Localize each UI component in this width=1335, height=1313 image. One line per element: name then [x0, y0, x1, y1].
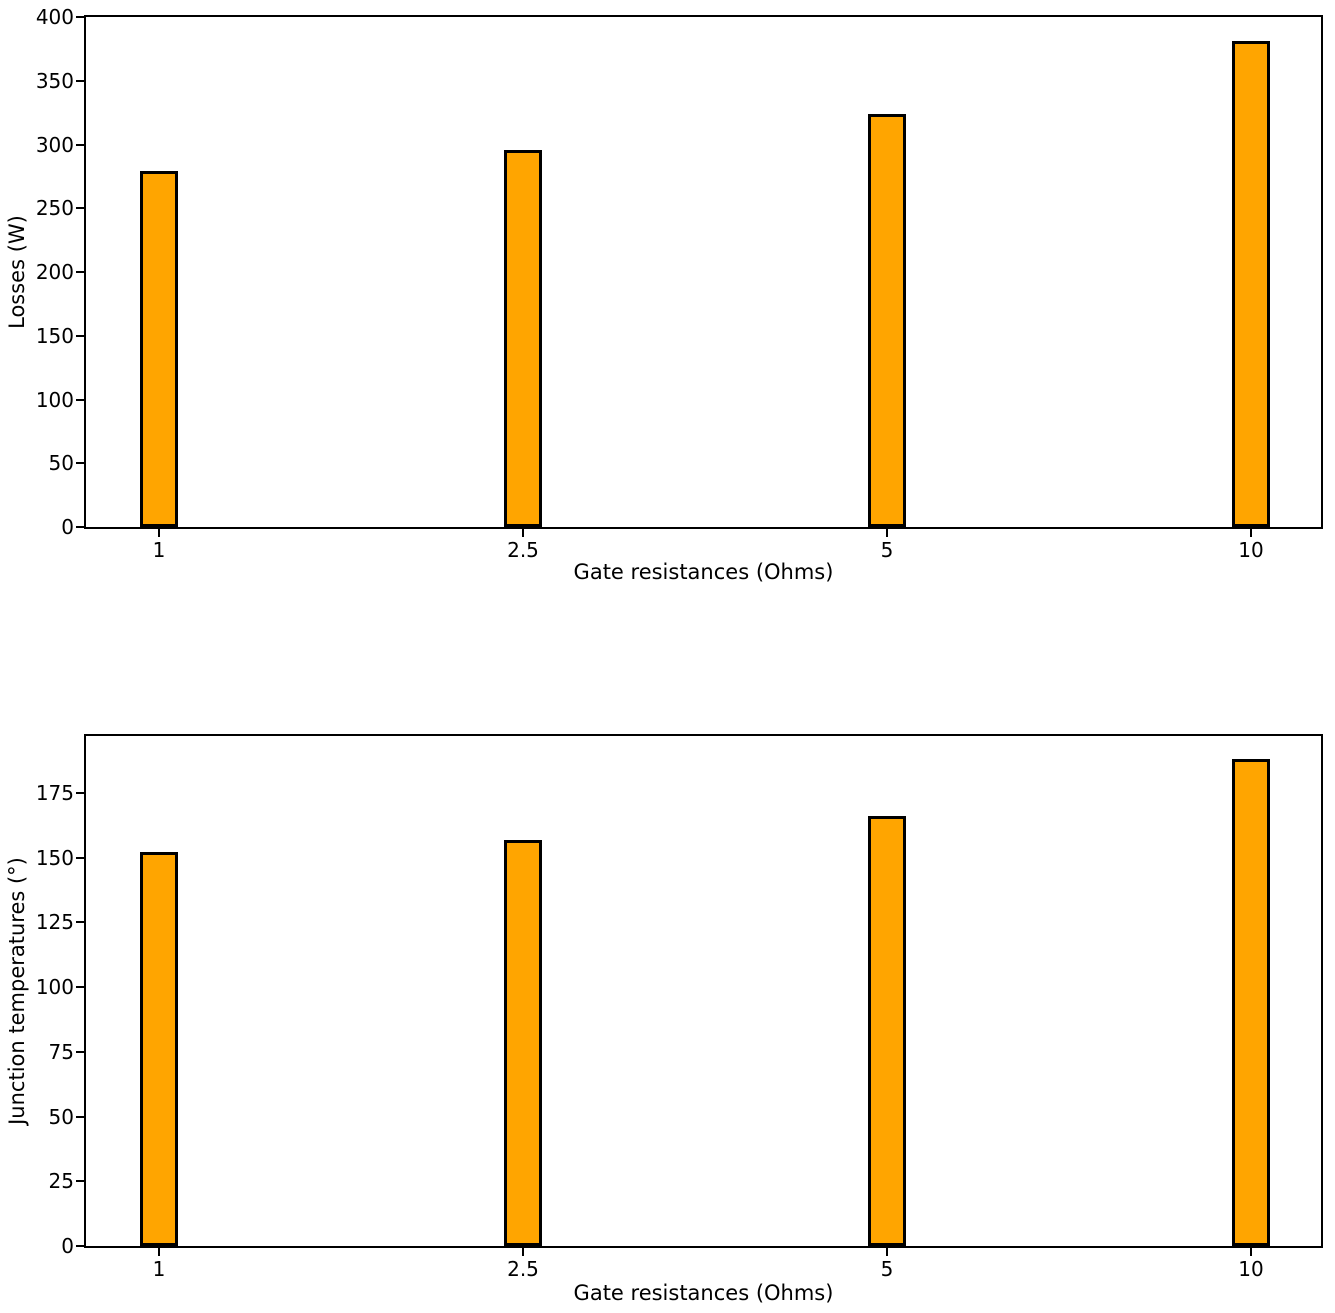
y-tick-label: 75 [48, 1039, 74, 1064]
y-tick-mark [76, 526, 84, 528]
y-tick-label: 150 [35, 845, 74, 870]
y-tick-mark [76, 16, 84, 18]
x-axis-label: Gate resistances (Ohms) [573, 560, 834, 584]
x-axis-label: Gate resistances (Ohms) [573, 1281, 834, 1305]
y-tick-mark [76, 921, 84, 924]
y-tick-label: 150 [35, 323, 74, 348]
y-tick-mark [76, 1115, 84, 1118]
plot-area [84, 15, 1323, 529]
x-tick-mark [522, 529, 524, 537]
y-tick-label: 400 [35, 5, 74, 29]
y-tick-label: 0 [61, 515, 74, 539]
y-tick-mark [76, 207, 84, 210]
y-tick-label: 125 [35, 910, 74, 935]
x-tick-mark [1250, 529, 1252, 537]
bar [140, 852, 178, 1246]
y-tick-mark [76, 1050, 84, 1053]
x-tick-label: 5 [880, 538, 894, 562]
x-tick-label: 2.5 [507, 1257, 539, 1281]
y-tick-mark [76, 1245, 84, 1247]
x-tick-mark [886, 1248, 888, 1256]
x-tick-mark [886, 529, 888, 537]
x-tick-label: 5 [880, 1257, 894, 1281]
y-tick-label: 25 [48, 1169, 74, 1194]
x-tick-label: 10 [1238, 1257, 1264, 1281]
bar [140, 171, 178, 527]
y-tick-label: 300 [35, 132, 74, 157]
y-tick-label: 350 [35, 68, 74, 93]
bar [504, 839, 542, 1246]
y-axis-label: Losses (W) [5, 215, 29, 329]
x-tick-mark [158, 1248, 160, 1256]
y-tick-label: 50 [48, 451, 74, 476]
bar [1232, 41, 1270, 527]
y-tick-mark [76, 143, 84, 146]
y-tick-mark [76, 462, 84, 465]
x-tick-mark [1250, 1248, 1252, 1256]
y-tick-label: 250 [35, 196, 74, 221]
bar [868, 113, 906, 527]
y-tick-label: 200 [35, 260, 74, 284]
y-tick-mark [76, 791, 84, 794]
x-tick-label: 1 [152, 538, 166, 562]
y-tick-mark [76, 398, 84, 401]
y-tick-label: 100 [35, 975, 74, 1000]
x-tick-mark [158, 529, 160, 537]
y-tick-label: 0 [61, 1234, 74, 1258]
y-tick-mark [76, 986, 84, 989]
bar [1232, 759, 1270, 1246]
y-tick-mark [76, 1180, 84, 1183]
x-tick-label: 2.5 [507, 538, 539, 562]
x-tick-label: 10 [1238, 538, 1264, 562]
y-tick-mark [76, 271, 84, 273]
x-tick-label: 1 [152, 1257, 166, 1281]
y-tick-label: 100 [35, 387, 74, 412]
y-tick-mark [76, 856, 84, 859]
plot-area [84, 734, 1323, 1248]
bar [504, 149, 542, 527]
x-tick-mark [522, 1248, 524, 1256]
y-axis-label: Junction temperatures (°) [5, 857, 29, 1125]
bar [868, 816, 906, 1246]
y-tick-label: 175 [35, 780, 74, 805]
y-tick-mark [76, 334, 84, 337]
y-tick-label: 50 [48, 1104, 74, 1129]
y-tick-mark [76, 79, 84, 82]
